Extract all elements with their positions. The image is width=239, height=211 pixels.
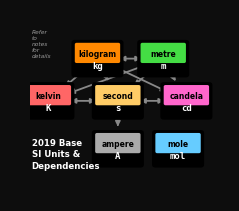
Text: ampere: ampere <box>101 140 134 149</box>
FancyBboxPatch shape <box>152 130 204 168</box>
FancyBboxPatch shape <box>95 85 141 105</box>
FancyBboxPatch shape <box>26 85 71 105</box>
Text: K: K <box>46 104 51 114</box>
Bar <box>166 100 207 103</box>
FancyBboxPatch shape <box>164 85 209 105</box>
Bar <box>142 66 184 73</box>
FancyBboxPatch shape <box>137 40 189 77</box>
Text: mol: mol <box>170 152 186 161</box>
Bar <box>166 108 207 115</box>
Text: kelvin: kelvin <box>35 92 61 101</box>
Text: Refer
to
notes
for
details: Refer to notes for details <box>32 30 51 59</box>
FancyBboxPatch shape <box>164 98 209 116</box>
FancyBboxPatch shape <box>95 133 141 153</box>
Text: candela: candela <box>169 92 203 101</box>
Bar <box>97 156 139 163</box>
FancyBboxPatch shape <box>160 82 212 120</box>
Text: kg: kg <box>92 62 103 71</box>
FancyBboxPatch shape <box>155 133 201 153</box>
Bar <box>77 58 118 61</box>
FancyBboxPatch shape <box>26 98 71 116</box>
Text: 2019 Base
SI Units &
Dependencies: 2019 Base SI Units & Dependencies <box>32 139 100 171</box>
FancyBboxPatch shape <box>96 146 140 164</box>
FancyBboxPatch shape <box>75 56 120 74</box>
Text: A: A <box>115 152 120 161</box>
Text: mole: mole <box>168 140 189 149</box>
Bar <box>77 66 118 73</box>
Text: s: s <box>115 104 120 114</box>
FancyBboxPatch shape <box>71 40 124 77</box>
Bar <box>97 148 139 151</box>
FancyBboxPatch shape <box>92 82 144 120</box>
FancyBboxPatch shape <box>75 43 120 63</box>
FancyBboxPatch shape <box>141 56 185 74</box>
Bar <box>97 108 139 115</box>
FancyBboxPatch shape <box>92 130 144 168</box>
Bar <box>157 148 199 151</box>
FancyBboxPatch shape <box>141 43 186 63</box>
Text: second: second <box>103 92 133 101</box>
FancyBboxPatch shape <box>156 146 200 164</box>
FancyBboxPatch shape <box>22 82 74 120</box>
Bar <box>27 100 69 103</box>
Bar <box>157 156 199 163</box>
Text: cd: cd <box>181 104 192 114</box>
Text: metre: metre <box>150 50 176 58</box>
FancyBboxPatch shape <box>96 98 140 116</box>
Bar <box>142 58 184 61</box>
Text: kilogram: kilogram <box>78 50 117 58</box>
Bar <box>97 100 139 103</box>
Bar <box>27 108 69 115</box>
Text: m: m <box>161 62 166 71</box>
